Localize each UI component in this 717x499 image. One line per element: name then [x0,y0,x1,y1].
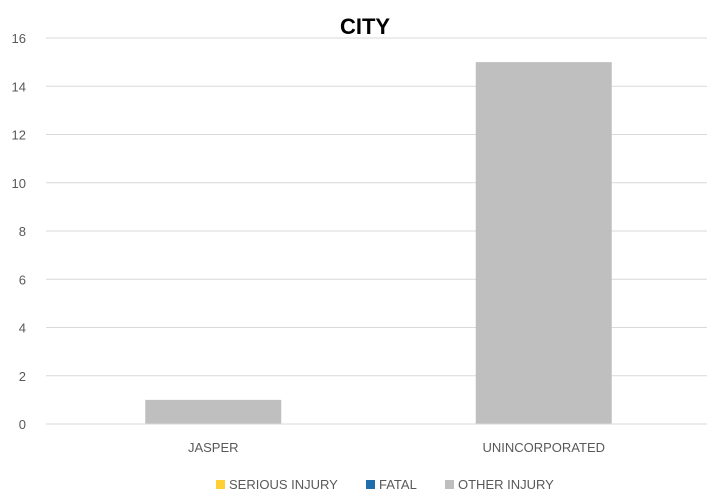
legend-item-serious-injury: SERIOUS INJURY [216,477,338,492]
gridlines [46,37,707,377]
x-category-label: JASPER [188,440,239,455]
legend-label: OTHER INJURY [458,477,554,492]
legend: SERIOUS INJURY FATAL OTHER INJURY [216,477,554,492]
y-tick-label: 4 [19,321,26,336]
y-tick-label: 8 [19,224,26,239]
bar-other-injury-jasper [145,399,282,424]
legend-swatch [445,480,454,489]
y-tick-label: 6 [19,272,26,287]
y-tick-label: 2 [19,369,26,384]
legend-swatch [216,480,225,489]
x-axis-category-labels: JASPER UNINCORPORATED [188,440,605,455]
bar-other-injury-unincorporated [475,62,612,424]
y-tick-label: 16 [12,31,26,46]
bars [145,62,612,424]
legend-swatch [366,480,375,489]
legend-label: FATAL [379,477,417,492]
legend-label: SERIOUS INJURY [229,477,338,492]
y-axis-tick-labels: 0 2 4 6 8 10 12 14 16 [12,31,26,432]
y-tick-label: 14 [12,79,26,94]
y-tick-label: 10 [12,176,26,191]
legend-item-other-injury: OTHER INJURY [445,477,554,492]
y-tick-label: 0 [19,417,26,432]
x-category-label: UNINCORPORATED [482,440,605,455]
legend-item-fatal: FATAL [366,477,417,492]
chart-title: CITY [340,14,390,39]
y-tick-label: 12 [12,128,26,143]
